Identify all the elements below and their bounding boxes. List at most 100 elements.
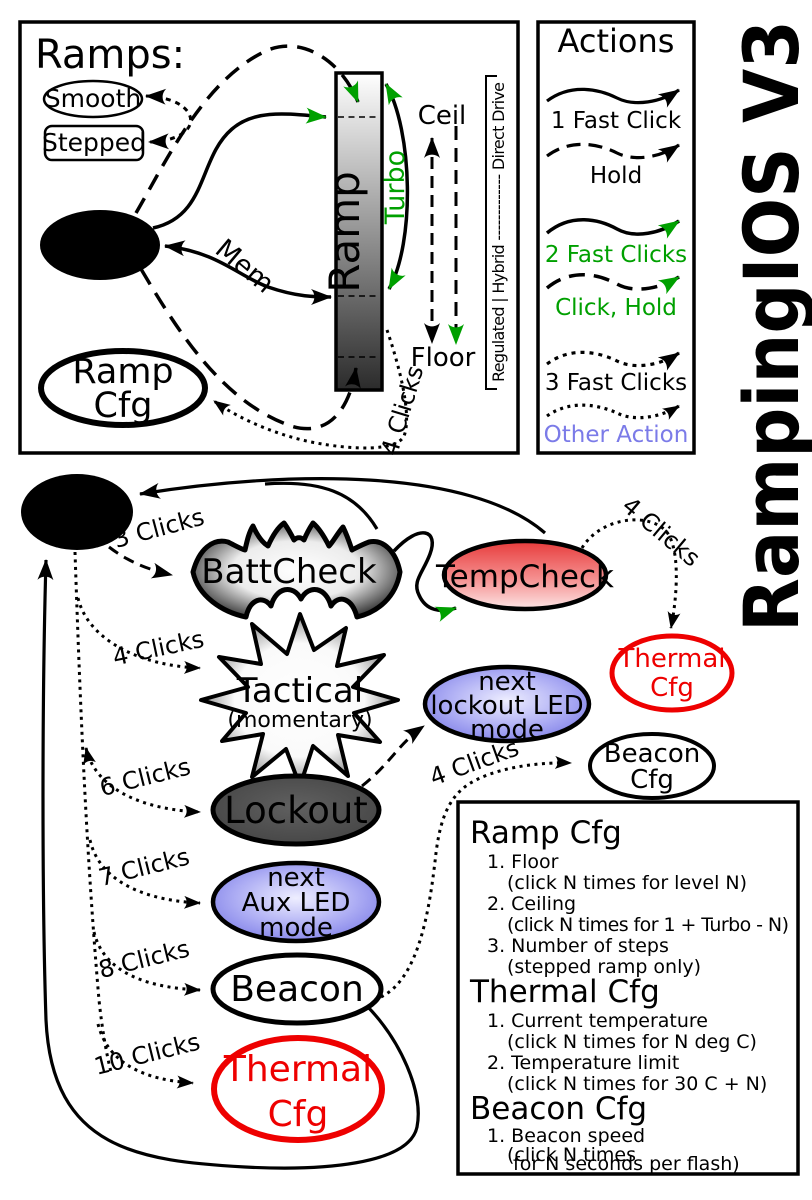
node-beacon-cfg-line2: Cfg xyxy=(630,765,674,795)
cfg-ramp-item-2: 2. Ceiling xyxy=(487,893,576,915)
cfg-panel-border xyxy=(456,800,800,1176)
cfg-ramp-item-1-detail: (click N times for level N) xyxy=(507,872,747,894)
node-tactical xyxy=(199,612,400,788)
node-next-aux-led-line3: mode xyxy=(259,913,333,943)
cfg-beacon-item-1: 1. Beacon speed xyxy=(487,1125,645,1147)
node-off-ramps-label: OFF xyxy=(58,224,142,268)
node-next-lockout-led-line1: next xyxy=(478,667,536,697)
edge-turbo-arc xyxy=(384,83,410,290)
legend-label-3-fast-clicks: 3 Fast Clicks xyxy=(545,370,687,396)
drive-axis-label: Regulated | Hybrid ------------- Direct … xyxy=(489,82,508,382)
node-next-aux-led xyxy=(210,860,382,944)
edge-off-other-action-trunk xyxy=(73,551,113,1073)
edge-4clicks-thermal-label: 4 Clicks xyxy=(617,491,706,572)
legend-arrow-3-fast-clicks xyxy=(546,350,680,371)
edge-tempcheck-4clicks-to-thermalcfg xyxy=(580,518,681,629)
edge-4clicks-tactical-label: 4 Clicks xyxy=(110,625,206,672)
ramp-bar-level-lines xyxy=(338,116,380,358)
edge-off-4clicks-to-tactical xyxy=(76,597,201,674)
node-ramp-cfg-line2: Cfg xyxy=(94,386,153,426)
node-smooth xyxy=(42,79,144,119)
node-beacon-label: Beacon xyxy=(230,969,364,1010)
cfg-thermal-item-1: 1. Current temperature xyxy=(487,1010,708,1032)
actions-legend: Actions 1 Fast Click Hold 2 Fast Clicks … xyxy=(536,20,696,455)
legend-arrow-1-fast-click xyxy=(546,87,680,108)
cfg-ramp-item-3-detail: (stepped ramp only) xyxy=(507,956,701,978)
edge-battcheck-2fastclicks-to-tempcheck xyxy=(392,531,457,622)
main-diagram: 4 Clicks 6 Clicks 7 Clicks 8 Clicks 10 C… xyxy=(21,474,735,1170)
edge-battcheck-1click-to-off xyxy=(264,481,379,530)
node-ramp-cfg-line1: Ramp xyxy=(72,352,173,392)
edge-ramp-4clicks-to-rampcfg xyxy=(213,329,408,450)
node-next-aux-led-line1: next xyxy=(267,863,325,893)
node-lockout xyxy=(210,773,382,847)
node-ramp-cfg xyxy=(38,348,208,428)
node-next-lockout-led-line3: mode xyxy=(470,715,544,745)
legend-label-1-fast-click: 1 Fast Click xyxy=(551,108,682,134)
legend-arrow-hold xyxy=(546,142,680,163)
legend-label-hold: Hold xyxy=(590,163,642,189)
cfg-thermal-item-1-detail: (click N times for N deg C) xyxy=(507,1031,757,1053)
edge-10clicks-label: 10 Clicks xyxy=(91,1028,202,1081)
edge-off-6clicks-to-lockout xyxy=(83,747,201,818)
floor-label: Floor xyxy=(411,343,476,373)
cfg-beacon-item-1-detail: (click N times xyxy=(507,1144,636,1166)
node-next-aux-led-line2: Aux LED xyxy=(242,888,351,918)
cfg-ramp-heading: Ramp Cfg xyxy=(470,815,622,851)
legend-label-2-fast-clicks: 2 Fast Clicks xyxy=(545,242,687,268)
node-stepped xyxy=(43,124,145,162)
cfg-beacon-heading: Beacon Cfg xyxy=(470,1091,647,1127)
ramps-heading: Ramps: xyxy=(35,32,185,78)
node-stepped-label: Stepped xyxy=(42,128,146,157)
edge-off-mem-ramp xyxy=(164,240,332,305)
ceil-label: Ceil xyxy=(418,101,467,131)
node-thermal-cfg-top-line2: Cfg xyxy=(650,673,694,703)
node-thermal-cfg-top xyxy=(609,633,735,713)
legend-arrow-2-fast-clicks xyxy=(545,218,680,239)
edge-off-7clicks-to-auxled xyxy=(88,839,201,909)
node-battcheck-label: BattCheck xyxy=(201,552,377,592)
ramp-bar-label: Ramp xyxy=(320,171,369,293)
edge-7clicks-label: 7 Clicks xyxy=(96,842,193,892)
cfg-ramp-item-1: 1. Floor xyxy=(487,851,559,873)
cfg-beacon-item-1-detail2: for N seconds per flash) xyxy=(513,1153,740,1175)
node-thermal-cfg-top-line1: Thermal xyxy=(617,644,725,674)
node-tempcheck xyxy=(441,538,609,612)
edge-beacon-1click-to-off xyxy=(37,559,420,1170)
node-beacon-cfg xyxy=(588,732,716,800)
edge-8clicks-label: 8 Clicks xyxy=(96,934,193,984)
legend-arrow-other-action xyxy=(546,403,680,420)
cfg-thermal-item-2-detail: (click N times for 30 C + N) xyxy=(507,1073,767,1095)
edge-tempcheck-1click-to-off xyxy=(139,477,547,535)
cfg-ramp-item-3: 3. Number of steps xyxy=(487,935,669,957)
cfg-ramp-item-2-detail: (click N times for 1 + Turbo - N) xyxy=(507,914,789,936)
edge-off-hold-to-floor xyxy=(139,268,361,431)
node-tactical-line1: Tactical xyxy=(236,671,363,711)
legend-label-other-action: Other Action xyxy=(544,422,689,448)
ramp-bar xyxy=(334,71,384,392)
node-off-ramps xyxy=(40,210,160,280)
node-thermal-cfg-bottom-line2: Cfg xyxy=(268,1094,329,1135)
node-smooth-label: Smooth xyxy=(45,84,141,113)
node-off-main xyxy=(21,474,133,550)
node-tempcheck-label: TempCheck xyxy=(435,559,614,595)
edge-off-clickhold-to-ramp-top xyxy=(134,44,360,214)
drive-axis-bracket xyxy=(485,75,497,390)
edge-off-2fastclicks-to-ceil xyxy=(152,107,327,230)
node-battcheck xyxy=(190,520,403,620)
edge-turbo-label: Turbo xyxy=(380,150,411,225)
cfg-thermal-item-2: 2. Temperature limit xyxy=(487,1052,679,1074)
node-thermal-cfg-bottom-line1: Thermal xyxy=(223,1049,372,1090)
edge-lockout-3clicks-to-lockoutled xyxy=(361,724,425,788)
edge-6clicks-label: 6 Clicks xyxy=(97,752,194,802)
node-next-lockout-led xyxy=(422,664,592,744)
legend-label-click-hold: Click, Hold xyxy=(555,295,677,321)
node-thermal-cfg-bottom xyxy=(211,1035,385,1143)
cfg-details-panel: Ramp Cfg 1. Floor (click N times for lev… xyxy=(456,800,800,1176)
page-title: RampingIOS V3 xyxy=(727,20,812,632)
node-next-lockout-led-line2: lockout LED xyxy=(430,691,583,721)
edge-off-8clicks-to-beacon xyxy=(92,931,201,996)
node-off-main-label: OFF xyxy=(35,491,119,535)
